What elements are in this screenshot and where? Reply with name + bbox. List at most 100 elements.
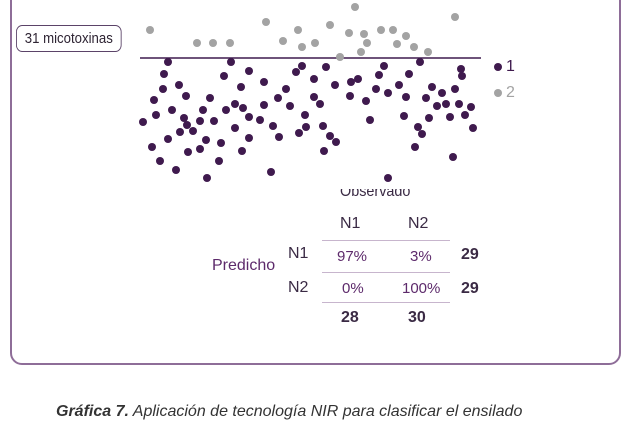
point-class-1-88 — [156, 157, 164, 165]
point-class-2-6 — [345, 29, 353, 37]
point-class-1-81 — [148, 143, 156, 151]
point-class-1-21 — [237, 83, 245, 91]
legend-item-1: 1 — [494, 58, 515, 76]
point-class-1-69 — [469, 124, 477, 132]
point-class-1-1 — [227, 58, 235, 66]
col-header-n2: N2 — [408, 215, 429, 232]
point-class-2-20 — [357, 48, 365, 56]
point-class-1-20 — [395, 81, 403, 89]
point-class-1-57 — [425, 114, 433, 122]
point-class-1-27 — [384, 89, 392, 97]
matrix-line-top — [322, 240, 450, 241]
point-class-1-47 — [168, 106, 176, 114]
point-class-1-35 — [274, 94, 282, 102]
point-class-1-11 — [375, 71, 383, 79]
scatter-plot — [139, 3, 481, 182]
point-class-1-33 — [422, 94, 430, 102]
col-total-n2: 30 — [408, 309, 426, 326]
point-class-1-85 — [320, 147, 328, 155]
caption-prefix: Gráfica 7. — [56, 403, 129, 420]
point-class-1-38 — [231, 100, 239, 108]
point-class-2-4 — [294, 26, 302, 34]
point-class-1-8 — [292, 68, 300, 76]
point-class-1-43 — [286, 102, 294, 110]
point-class-2-12 — [193, 39, 201, 47]
point-class-2-22 — [336, 53, 344, 61]
point-class-1-59 — [256, 116, 264, 124]
point-class-2-17 — [393, 40, 401, 48]
point-class-1-64 — [269, 122, 277, 130]
point-class-1-79 — [332, 138, 340, 146]
row-total-n1: 29 — [461, 246, 479, 263]
row-header-n1: N1 — [288, 245, 309, 262]
point-class-1-73 — [418, 130, 426, 138]
point-class-2-15 — [311, 39, 319, 47]
point-class-1-75 — [275, 133, 283, 141]
legend-item-2: 2 — [494, 84, 515, 102]
point-class-1-49 — [222, 106, 230, 114]
point-class-1-23 — [159, 85, 167, 93]
point-class-1-63 — [183, 121, 191, 129]
row-total-n2: 29 — [461, 280, 479, 297]
point-class-1-22 — [428, 83, 436, 91]
point-class-1-5 — [322, 63, 330, 71]
point-class-1-65 — [319, 122, 327, 130]
point-class-1-9 — [160, 70, 168, 78]
point-class-1-19 — [175, 81, 183, 89]
point-class-1-40 — [442, 100, 450, 108]
points-layer — [139, 3, 477, 182]
observed-label: Observado — [340, 189, 411, 200]
matrix-line-bottom — [322, 302, 450, 303]
point-class-1-30 — [346, 92, 354, 100]
point-class-1-74 — [326, 132, 334, 140]
point-class-1-18 — [331, 81, 339, 89]
col-header-n1: N1 — [340, 215, 361, 232]
row-header-n2: N2 — [288, 279, 309, 296]
point-class-1-56 — [180, 114, 188, 122]
point-class-2-21 — [424, 48, 432, 56]
point-class-1-51 — [301, 111, 309, 119]
predicted-label: Predicho — [212, 257, 276, 274]
point-class-1-68 — [231, 124, 239, 132]
point-class-1-13 — [220, 72, 228, 80]
point-class-1-50 — [152, 111, 160, 119]
point-class-1-72 — [295, 129, 303, 137]
point-class-1-48 — [199, 106, 207, 114]
point-class-1-4 — [380, 62, 388, 70]
point-class-1-37 — [362, 97, 370, 105]
point-class-2-1 — [451, 13, 459, 21]
point-class-1-78 — [202, 136, 210, 144]
point-class-1-54 — [400, 112, 408, 120]
point-class-1-76 — [245, 134, 253, 142]
figure-caption: Gráfica 7. Aplicación de tecnología NIR … — [56, 403, 522, 421]
point-class-1-62 — [139, 118, 147, 126]
point-class-2-3 — [326, 21, 334, 29]
point-class-1-92 — [203, 174, 211, 182]
legend-label-2: 2 — [506, 84, 515, 101]
point-class-1-53 — [461, 111, 469, 119]
col-total-n1: 28 — [341, 309, 359, 326]
point-class-1-2 — [416, 58, 424, 66]
legend-dot-1 — [494, 63, 502, 71]
point-class-1-87 — [449, 153, 457, 161]
point-class-1-86 — [184, 148, 192, 156]
point-class-2-16 — [363, 39, 371, 47]
point-class-1-61 — [210, 117, 218, 125]
point-class-2-19 — [410, 43, 418, 51]
point-class-2-9 — [389, 26, 397, 34]
observed-label-clip: Observado — [340, 189, 450, 201]
cell-n1-n2: 3% — [410, 248, 432, 265]
point-class-1-29 — [182, 92, 190, 100]
point-class-1-24 — [282, 85, 290, 93]
point-class-1-31 — [310, 93, 318, 101]
point-class-1-26 — [451, 85, 459, 93]
point-class-1-6 — [457, 65, 465, 73]
point-class-2-0 — [351, 3, 359, 11]
point-class-1-55 — [446, 113, 454, 121]
point-class-1-45 — [467, 103, 475, 111]
point-class-1-82 — [411, 143, 419, 151]
point-class-1-17 — [260, 78, 268, 86]
point-class-2-2 — [262, 18, 270, 26]
legend-dot-2 — [494, 89, 502, 97]
micotoxinas-label: 31 micotoxinas — [16, 25, 122, 52]
